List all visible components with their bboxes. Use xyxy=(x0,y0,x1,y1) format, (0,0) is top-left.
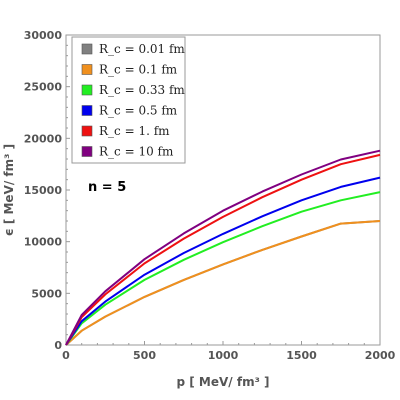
y-axis-label: ϵ [ MeV/ fm³ ] xyxy=(2,144,16,236)
x-tick-label: 0 xyxy=(62,349,70,362)
series-line xyxy=(65,191,381,346)
series-line xyxy=(65,176,381,346)
legend-swatch xyxy=(81,146,93,157)
legend-label: R_c = 0.33 fm xyxy=(99,83,185,97)
legend-swatch xyxy=(81,64,93,75)
legend-label: R_c = 0.5 fm xyxy=(99,104,178,118)
legend-label: R_c = 0.1 fm xyxy=(99,63,178,77)
legend-swatch xyxy=(81,105,93,116)
y-tick-label: 30000 xyxy=(24,29,63,42)
series-line xyxy=(65,149,381,346)
annotation-n: n = 5 xyxy=(88,180,126,195)
legend-label: R_c = 1. fm xyxy=(99,124,170,138)
legend-label: R_c = 10 fm xyxy=(99,145,174,159)
y-tick-label: 15000 xyxy=(24,184,63,197)
series-line xyxy=(65,220,381,346)
x-axis-label: p [ MeV/ fm³ ] xyxy=(177,375,270,389)
y-tick-label: 5000 xyxy=(31,287,62,300)
legend-label: R_c = 0.01 fm xyxy=(99,42,185,56)
legend-swatch xyxy=(81,43,93,55)
legend-box xyxy=(71,36,186,164)
y-tick-label: 20000 xyxy=(24,132,63,145)
legend-swatch xyxy=(81,84,93,96)
x-axis-ticks: 0 500 1000 1500 2000 xyxy=(62,341,396,362)
legend: R_c = 0.01 fm R_c = 0.1 fm R_c = 0.33 fm R_… xyxy=(71,36,186,164)
y-tick-label: 25000 xyxy=(24,81,63,94)
series-line xyxy=(65,153,381,346)
x-tick-label: 1000 xyxy=(208,349,239,362)
y-tick-label: 10000 xyxy=(24,236,63,249)
series-line xyxy=(65,220,381,346)
y-tick-label: 0 xyxy=(54,339,62,352)
series-lines xyxy=(65,149,381,346)
legend-swatch xyxy=(81,125,93,137)
y-axis-ticks: 0 5000 10000 15000 20000 25000 30000 xyxy=(24,29,70,352)
x-tick-label: 1500 xyxy=(286,349,317,362)
x-tick-label: 2000 xyxy=(365,349,396,362)
x-tick-label: 500 xyxy=(133,349,156,362)
